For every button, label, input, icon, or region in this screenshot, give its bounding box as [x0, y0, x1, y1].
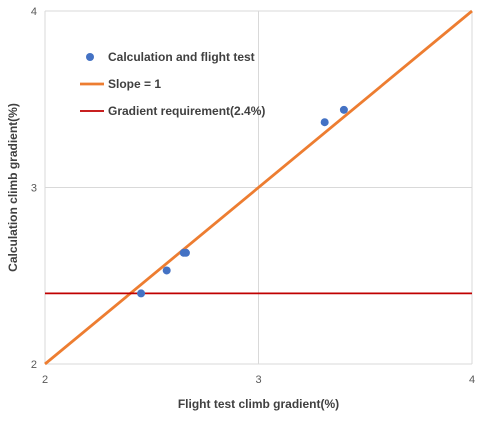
legend-marker-calculation-and-flight-test — [86, 53, 94, 61]
y-tick-label-3: 3 — [31, 183, 37, 195]
data-point-5 — [320, 118, 329, 127]
legend-label-calculation-and-flight-test: Calculation and flight test — [108, 50, 255, 64]
data-point-1 — [137, 289, 146, 298]
legend-label-slope-1: Slope = 1 — [108, 77, 161, 91]
data-point-6 — [339, 105, 348, 114]
slope-line — [44, 9, 473, 366]
data-point-2 — [162, 266, 171, 275]
data-point-4 — [181, 248, 190, 257]
y-axis-title: Calculation climb gradient(%) — [6, 103, 20, 272]
y-tick-label-4: 4 — [31, 6, 37, 18]
y-tick-label-2: 2 — [31, 359, 37, 371]
x-tick-label-4: 4 — [469, 374, 475, 386]
x-tick-label-3: 3 — [255, 374, 261, 386]
series-layer — [44, 9, 473, 366]
legend: Calculation and flight test Slope = 1 Gr… — [80, 50, 265, 118]
tick-labels: 2 3 4 2 3 4 — [31, 6, 475, 386]
x-tick-label-2: 2 — [42, 374, 48, 386]
legend-label-gradient-requirement: Gradient requirement(2.4%) — [108, 104, 265, 118]
x-axis-title: Flight test climb gradient(%) — [178, 397, 339, 411]
